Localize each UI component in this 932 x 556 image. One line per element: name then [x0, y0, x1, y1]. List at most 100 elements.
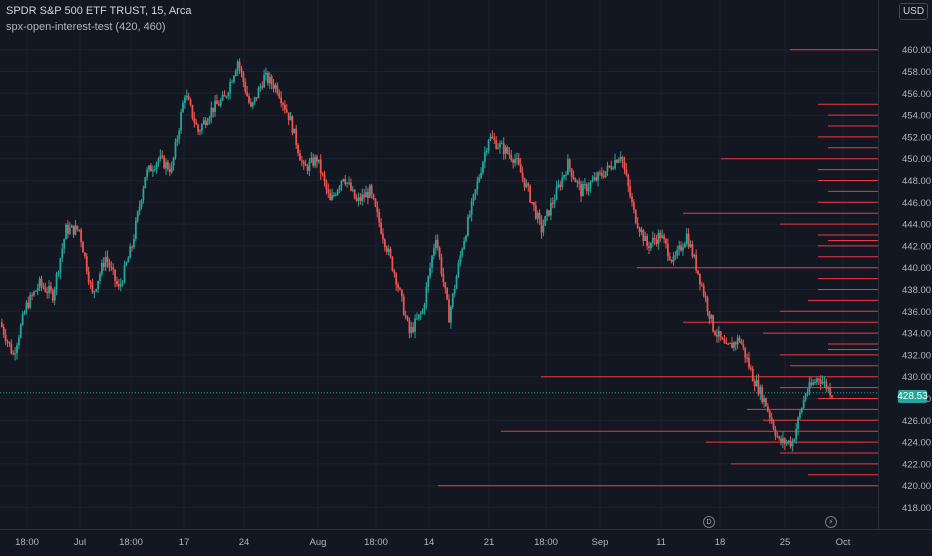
candle-body — [451, 293, 454, 307]
candle-body — [674, 255, 677, 257]
candle-body — [640, 229, 643, 232]
candle-body — [653, 237, 656, 240]
candle-body — [493, 138, 496, 141]
candle-body — [134, 220, 137, 239]
candle-body — [759, 387, 762, 395]
candle-body — [366, 192, 369, 198]
candle-body — [351, 189, 354, 191]
candle-body — [617, 159, 620, 163]
candle-body — [712, 315, 715, 332]
candle-body — [300, 160, 303, 162]
time-tick-label: Aug — [310, 537, 327, 548]
candle-body — [700, 284, 703, 286]
candle-body — [770, 417, 773, 422]
price-tick-label: 458.00 — [902, 67, 931, 78]
price-scale[interactable]: 418.00420.00422.00424.00426.00428.00430.… — [878, 0, 932, 529]
candle-body — [234, 70, 237, 76]
split-icon[interactable]: ⚡ — [825, 516, 837, 528]
candle-body — [423, 304, 426, 311]
candle-body — [57, 272, 60, 274]
symbol-title[interactable]: SPDR S&P 500 ETF TRUST, 15, Arca — [6, 5, 192, 17]
price-tick-label: 432.00 — [902, 350, 931, 361]
candle-body — [121, 282, 124, 284]
indicator-label[interactable]: spx-open-interest-test (420, 460) — [6, 21, 166, 33]
candle-body — [140, 200, 143, 207]
candle-body — [531, 201, 533, 203]
candle-body — [663, 235, 665, 240]
candle-body — [540, 219, 543, 233]
candle-body — [489, 136, 492, 140]
price-tick-label: 444.00 — [902, 220, 931, 231]
candle-body — [444, 282, 447, 289]
candle-body — [244, 82, 247, 92]
candle-body — [353, 189, 356, 199]
candle-body — [574, 178, 577, 183]
candle-body — [229, 82, 232, 94]
candle-body — [138, 206, 141, 212]
chart-legend: SPDR S&P 500 ETF TRUST, 15, Arca spx-ope… — [6, 4, 191, 35]
current-price-tag: 428.53 — [897, 390, 928, 403]
candle-body — [408, 320, 411, 333]
candle-body — [765, 398, 767, 407]
candle-body — [302, 161, 305, 165]
candle-body — [87, 271, 90, 283]
candle-body — [755, 380, 758, 387]
candle-body — [500, 143, 503, 145]
candle-body — [551, 202, 554, 204]
time-tick-label: 18:00 — [119, 537, 143, 548]
candle-body — [693, 254, 696, 257]
candle-body — [829, 387, 832, 396]
candle-body — [804, 394, 807, 400]
candle-body — [223, 94, 226, 97]
candle-body — [297, 144, 299, 154]
candle-body — [482, 162, 484, 173]
candle-body — [525, 183, 528, 188]
candle-body — [289, 116, 292, 121]
candle-body — [391, 256, 394, 271]
candle-body — [36, 288, 39, 291]
candle-body — [761, 387, 764, 403]
candlestick-series — [0, 58, 833, 452]
candle-body — [742, 344, 745, 348]
dividend-icon[interactable]: D — [703, 516, 715, 528]
candle-body — [508, 152, 511, 155]
candle-body — [483, 152, 486, 163]
candle-body — [225, 96, 228, 98]
candle-body — [687, 233, 690, 247]
candle-body — [95, 289, 98, 292]
candle-body — [697, 270, 699, 274]
candle-body — [831, 395, 833, 398]
candle-body — [753, 381, 756, 387]
candle-body — [772, 421, 775, 430]
candle-body — [251, 102, 254, 107]
candle-body — [185, 95, 188, 98]
candle-body — [429, 267, 432, 277]
candle-body — [380, 222, 382, 234]
candle-body — [8, 341, 11, 344]
candle-body — [785, 442, 788, 444]
candle-body — [344, 178, 347, 184]
candle-body — [670, 260, 673, 262]
time-tick-label: 17 — [179, 537, 190, 548]
candle-body — [431, 256, 433, 268]
candle-body — [578, 181, 581, 184]
candle-body — [374, 198, 377, 207]
candle-body — [800, 408, 803, 413]
candle-body — [780, 438, 782, 443]
candle-body — [191, 104, 194, 119]
candle-body — [397, 284, 399, 289]
candle-body — [33, 291, 35, 296]
candle-body — [29, 295, 32, 308]
time-scale[interactable]: 18:00 Jul 18:00 17 24 Aug 18:00 14 21 18:00 Sep 11 1… — [0, 529, 932, 550]
candle-body — [795, 429, 798, 440]
candle-body — [278, 92, 281, 98]
candle-body — [636, 222, 639, 228]
candle-body — [521, 172, 524, 178]
currency-button[interactable]: USD — [899, 3, 928, 20]
candle-body — [608, 165, 611, 167]
candle-body — [2, 326, 5, 335]
candle-body — [287, 112, 290, 121]
candle-body — [38, 278, 41, 289]
candle-body — [40, 278, 43, 286]
